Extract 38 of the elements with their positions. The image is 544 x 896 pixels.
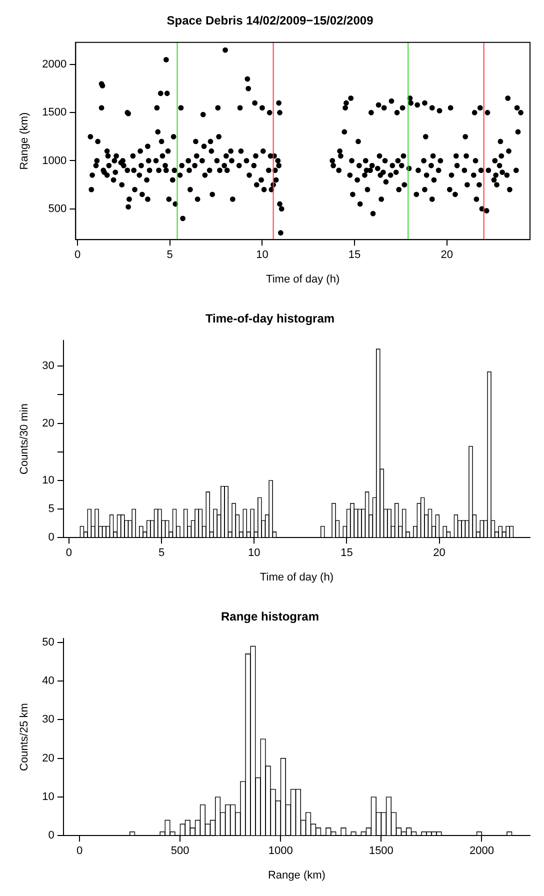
y-tick-label: 20 (42, 417, 54, 430)
x-tick-label: 15 (348, 249, 361, 262)
y-tick-label: 500 (48, 202, 67, 215)
y-tick-label: 0 (48, 830, 54, 842)
y-axis-title: Counts/30 min (18, 404, 31, 474)
x-tick-label: 0 (76, 845, 83, 858)
x-tick-label: 20 (433, 547, 446, 560)
y-tick-label: 1500 (42, 106, 67, 119)
x-axis-title: Time of day (h) (260, 571, 334, 584)
x-tick-label: 10 (256, 249, 268, 262)
y-tick-label: 2000 (42, 58, 67, 71)
y-tick-label: 10 (42, 790, 54, 803)
x-tick-label: 500 (170, 845, 190, 858)
y-tick-label: 20 (42, 752, 54, 764)
chart-title: Space Debris 14/02/2009−15/02/2009 (166, 14, 374, 28)
x-axis-title: Time of day (h) (266, 273, 340, 286)
x-tick-label: 15 (340, 547, 353, 560)
x-axis-title: Range (km) (268, 869, 326, 882)
chart-title: Range histogram (220, 610, 320, 624)
y-axis-title: Range (km) (18, 112, 31, 170)
x-tick-label: 10 (248, 547, 260, 560)
y-axis-title: Counts/25 km (18, 703, 31, 771)
y-tick-label: 30 (42, 714, 54, 726)
y-tick-label: 30 (42, 360, 54, 372)
y-tick-label: 1000 (42, 154, 67, 167)
y-tick-label: 40 (42, 674, 54, 687)
x-tick-label: 1000 (268, 845, 293, 858)
chart-title: Time-of-day histogram (205, 312, 335, 326)
y-tick-label: 50 (42, 636, 54, 648)
y-tick-label: 0 (48, 532, 54, 544)
x-tick-label: 2000 (469, 845, 494, 858)
y-tick-label: 5 (48, 503, 54, 516)
x-tick-label: 5 (166, 249, 173, 262)
x-tick-label: 0 (74, 249, 81, 262)
x-tick-label: 5 (158, 547, 165, 560)
x-tick-label: 20 (440, 249, 454, 262)
x-tick-label: 1500 (368, 845, 394, 858)
y-tick-label: 10 (42, 474, 54, 486)
